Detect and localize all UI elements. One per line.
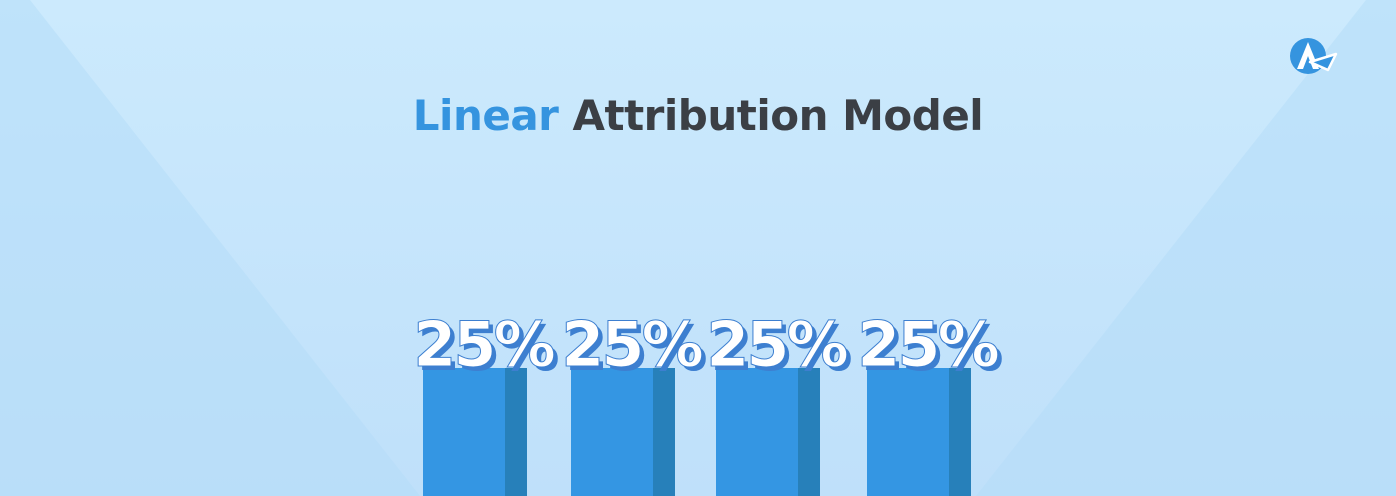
bars-group [423, 368, 971, 496]
a-logo-icon [1290, 38, 1338, 74]
bar-1-side [505, 368, 527, 496]
title-highlight: Linear [412, 91, 559, 140]
bar-4 [867, 368, 949, 496]
page-title: Linear Attribution Model [0, 88, 1396, 144]
data-labels-group: 25%25% 25%25% 25%25% 25%25% [413, 308, 1006, 386]
data-label: 25% [413, 308, 554, 381]
data-label-shadow: 25% [710, 312, 851, 385]
title-rest: Attribution Model [572, 91, 984, 140]
bar-3 [716, 368, 798, 496]
data-label: 25% [857, 308, 998, 381]
data-label: 25% [706, 308, 847, 381]
data-label: 25% [561, 308, 702, 381]
data-label-shadow: 25% [565, 312, 706, 385]
bar-2 [571, 368, 653, 496]
bar-4-side [949, 368, 971, 496]
bar-3-side [798, 368, 820, 496]
data-label-shadow: 25% [417, 312, 558, 385]
bar-2-side [653, 368, 675, 496]
data-label-shadow: 25% [861, 312, 1002, 385]
bar-1 [423, 368, 505, 496]
